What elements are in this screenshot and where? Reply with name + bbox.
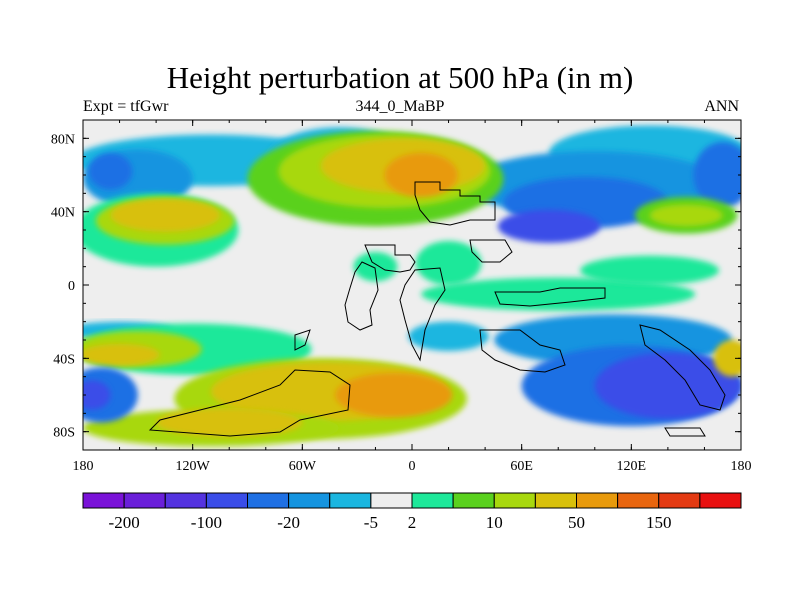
field-region-25 xyxy=(83,343,160,366)
field-region-15 xyxy=(384,153,458,197)
field-region-37 xyxy=(713,340,741,377)
x-tick-label: 120E xyxy=(617,459,647,474)
colorbar-box xyxy=(452,492,495,509)
field-region-3 xyxy=(88,153,133,190)
colorbar-box xyxy=(164,492,207,509)
y-tick-label: 0 xyxy=(68,279,75,294)
colorbar-label: 50 xyxy=(568,513,585,532)
y-tick-label: 80S xyxy=(53,426,75,441)
colorbar: -200 -100 -20 -5 2 10 50 150 xyxy=(82,492,742,532)
coastline-outlines xyxy=(148,181,726,437)
coastline-south-america xyxy=(344,261,379,331)
colorbar-box xyxy=(658,492,701,509)
field-region-19 xyxy=(353,251,398,282)
coastline-patagonia xyxy=(294,329,311,351)
colorbar-box xyxy=(288,492,331,509)
x-tick-label: 120W xyxy=(176,459,211,474)
field-region-28 xyxy=(335,373,453,417)
coastline-asia xyxy=(414,181,496,226)
x-tick-label: 0 xyxy=(409,459,416,474)
field-region-20 xyxy=(421,277,696,311)
colorbar-box xyxy=(123,492,166,509)
colorbar-label: -20 xyxy=(277,513,300,532)
field-region-18 xyxy=(415,241,482,285)
x-tick-label: 60E xyxy=(510,459,533,474)
coastline-north-america xyxy=(364,244,416,273)
colorbar-box xyxy=(493,492,536,509)
coastline-australia xyxy=(479,329,566,373)
field-region-34 xyxy=(594,352,741,419)
colorbar-box xyxy=(534,492,577,509)
experiment-label: Expt = tfGwr xyxy=(83,98,169,115)
colorbar-label: -200 xyxy=(109,513,140,532)
field-region-11 xyxy=(110,198,221,232)
colorbar-label: 2 xyxy=(408,513,417,532)
y-tick-label: 40N xyxy=(51,206,75,221)
coastline-tropical-east xyxy=(494,287,606,307)
coastline-africa xyxy=(399,267,446,362)
y-tick-label: 40S xyxy=(53,352,75,367)
field-region-7 xyxy=(497,209,601,243)
colorbar-box xyxy=(617,492,660,509)
colorbar-box xyxy=(576,492,619,509)
axes: 180 120W 60W 0 60E 120E 180 80N 40N 0 40S 80S xyxy=(51,120,752,474)
coastline-south-east xyxy=(664,427,706,437)
colorbar-box xyxy=(247,492,290,509)
chart-title: Height perturbation at 500 hPa (in m) xyxy=(166,60,634,95)
contour-field xyxy=(83,120,741,450)
y-tick-label: 80N xyxy=(51,132,75,147)
field-region-36 xyxy=(83,380,111,410)
field-region-21 xyxy=(580,255,720,285)
season-label: ANN xyxy=(704,98,739,115)
colorbar-box xyxy=(205,492,248,509)
field-region-30 xyxy=(156,407,303,438)
coastline-greenland xyxy=(469,239,513,263)
x-tick-label: 180 xyxy=(731,459,752,474)
colorbar-label: -5 xyxy=(364,513,378,532)
period-label: 344_0_MaBP xyxy=(355,98,445,115)
colorbar-box xyxy=(411,492,454,509)
colorbar-label: 10 xyxy=(486,513,503,532)
colorbar-box xyxy=(699,492,742,509)
coastline-antarctica xyxy=(148,369,351,437)
colorbar-label: 150 xyxy=(646,513,672,532)
colorbar-box xyxy=(370,492,413,509)
field-region-8 xyxy=(693,142,741,208)
field-region-17 xyxy=(649,204,723,227)
x-tick-label: 180 xyxy=(73,459,94,474)
colorbar-box xyxy=(82,492,125,509)
x-tick-label: 60W xyxy=(289,459,317,474)
colorbar-box xyxy=(329,492,372,509)
coastline-east-land xyxy=(639,324,726,411)
field-region-31 xyxy=(408,321,489,352)
colorbar-label: -100 xyxy=(191,513,222,532)
